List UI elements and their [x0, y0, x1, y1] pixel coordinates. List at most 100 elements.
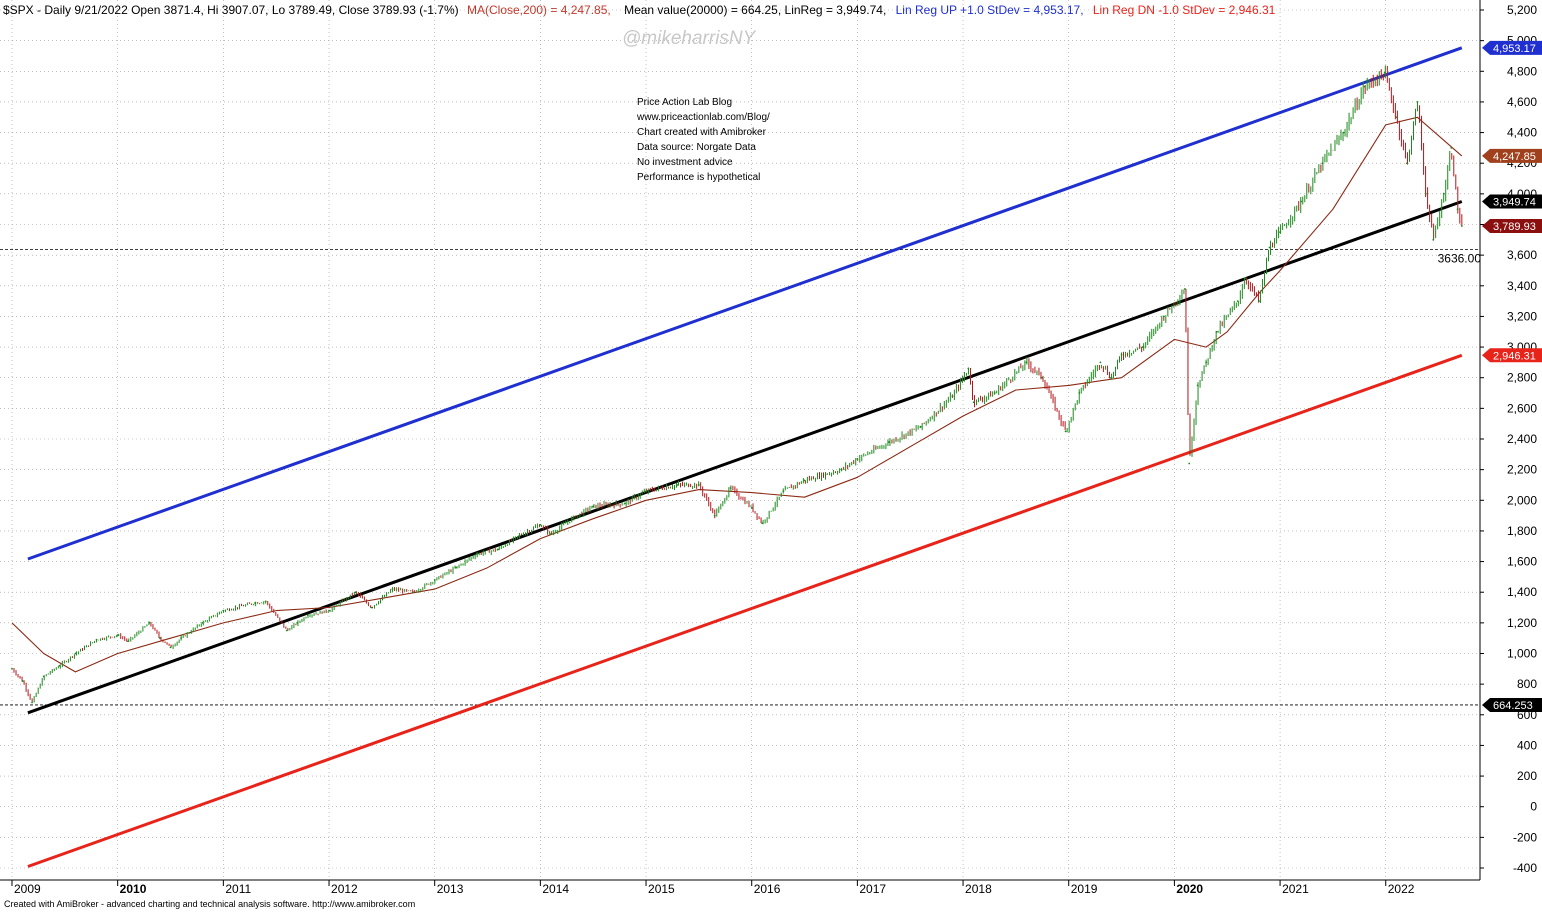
- note-line: Chart created with Amibroker: [637, 127, 767, 138]
- value-tag-bg: [1482, 219, 1542, 234]
- price-point: [1456, 208, 1459, 211]
- annotation-label: 3636.00: [1438, 252, 1482, 266]
- value-tag-close: 3,789.93: [1482, 219, 1542, 234]
- price-point: [1110, 376, 1112, 379]
- price-point: [1188, 462, 1191, 465]
- price-point: [74, 652, 77, 655]
- price-point: [42, 675, 45, 678]
- price-point: [148, 621, 151, 624]
- price-point: [31, 701, 33, 704]
- price-point: [296, 621, 299, 624]
- price-point: [159, 637, 161, 640]
- price-point: [222, 609, 225, 612]
- value-tag-bg: [1482, 40, 1542, 55]
- price-point: [571, 517, 573, 520]
- x-tick-label: 2020: [1176, 882, 1203, 896]
- value-tag-bg: [1482, 148, 1542, 163]
- grid-layer: [0, 0, 1480, 880]
- value-tag-mean: 664.253: [1482, 697, 1542, 712]
- price-point: [1383, 71, 1386, 74]
- price-point: [713, 514, 716, 517]
- y-tick-label: 0: [1530, 800, 1537, 814]
- x-tick-label: 2013: [437, 882, 464, 896]
- value-tag-bg: [1482, 194, 1542, 209]
- x-tick-label: 2012: [331, 882, 358, 896]
- y-tick-label: 1,400: [1507, 585, 1537, 599]
- price-point: [888, 441, 890, 443]
- y-tick-label: 1,000: [1507, 647, 1537, 661]
- price-point: [497, 548, 499, 551]
- header-symbol-info: $SPX - Daily 9/21/2022 Open 3871.4, Hi 3…: [3, 3, 459, 17]
- note-line: Price Action Lab Blog: [637, 97, 732, 108]
- value-tag-label: 3,949.74: [1493, 197, 1536, 209]
- note-line: No investment advice: [637, 157, 733, 168]
- price-point: [592, 505, 595, 508]
- y-tick-label: 2,000: [1507, 493, 1537, 507]
- price-point: [201, 621, 204, 624]
- price-point: [1215, 330, 1218, 333]
- price-point: [1432, 238, 1435, 241]
- reference-lines: [0, 249, 1480, 706]
- notes-block: Price Action Lab Blog www.priceactionlab…: [636, 97, 770, 183]
- header-linreg-up: Lin Reg UP +1.0 StDev = 4,953.17,: [896, 3, 1084, 17]
- price-point: [285, 629, 288, 632]
- price-point: [1064, 430, 1067, 433]
- price-point: [1078, 392, 1081, 394]
- series-line: [27, 46, 1463, 561]
- price-point: [697, 484, 700, 486]
- price-point: [21, 680, 24, 682]
- value-tag-label: 4,953.17: [1493, 43, 1536, 55]
- x-tick-label: 2011: [225, 882, 251, 896]
- price-point: [1041, 376, 1044, 379]
- y-tick-label: 1,800: [1507, 524, 1537, 538]
- value-tag-lower: 2,946.31: [1482, 348, 1542, 363]
- series-line: [11, 116, 1463, 673]
- price-point: [1205, 361, 1208, 364]
- note-line: Performance is hypothetical: [637, 172, 760, 183]
- y-tick-label: 2,800: [1507, 371, 1537, 385]
- price-point: [951, 395, 954, 397]
- value-tag-label: 4,247.85: [1493, 151, 1536, 163]
- y-tick-label: 1,200: [1507, 616, 1537, 630]
- value-tags: 3636.00 4,953.17 4,247.85 3,949.74 3,789.93 2…: [1438, 40, 1542, 712]
- y-tick-label: 1,600: [1507, 555, 1537, 569]
- y-tick-label: 2,400: [1507, 432, 1537, 446]
- value-tag-upper: 4,953.17: [1482, 40, 1542, 55]
- price-point: [1342, 131, 1345, 134]
- price-point: [254, 602, 256, 604]
- y-tick-label: -200: [1513, 830, 1537, 844]
- price-point: [1416, 101, 1419, 103]
- price-point: [1236, 300, 1239, 303]
- price-point: [370, 606, 373, 609]
- x-tick-label: 2018: [965, 882, 992, 896]
- price-point: [1025, 361, 1028, 364]
- price-point: [919, 425, 922, 428]
- price-point: [412, 591, 415, 594]
- price-point: [433, 579, 436, 581]
- y-tick-label: 3,200: [1507, 309, 1537, 323]
- series-layer: [11, 46, 1463, 868]
- price-point: [518, 534, 521, 537]
- value-tag-label: 664.253: [1493, 700, 1533, 712]
- price-point: [11, 667, 13, 670]
- price-point: [539, 523, 542, 526]
- price-point: [1450, 146, 1453, 149]
- price-point: [391, 588, 394, 591]
- x-tick-label: 2010: [120, 882, 147, 896]
- x-tick-label: 2015: [648, 882, 675, 896]
- price-point: [750, 507, 753, 509]
- price-point: [1425, 192, 1427, 195]
- price-point: [1321, 162, 1324, 165]
- y-tick-label: 4,400: [1507, 126, 1537, 140]
- price-point: [840, 468, 843, 471]
- price-point: [645, 490, 647, 492]
- price-point: [1141, 346, 1144, 348]
- value-tag-bg: [1482, 348, 1542, 363]
- header-ma: MA(Close,200) = 4,247.85,: [467, 3, 611, 17]
- price-point: [824, 473, 827, 476]
- header-legend: $SPX - Daily 9/21/2022 Open 3871.4, Hi 3…: [3, 3, 1276, 17]
- price-point: [127, 640, 130, 643]
- price-point: [454, 566, 457, 569]
